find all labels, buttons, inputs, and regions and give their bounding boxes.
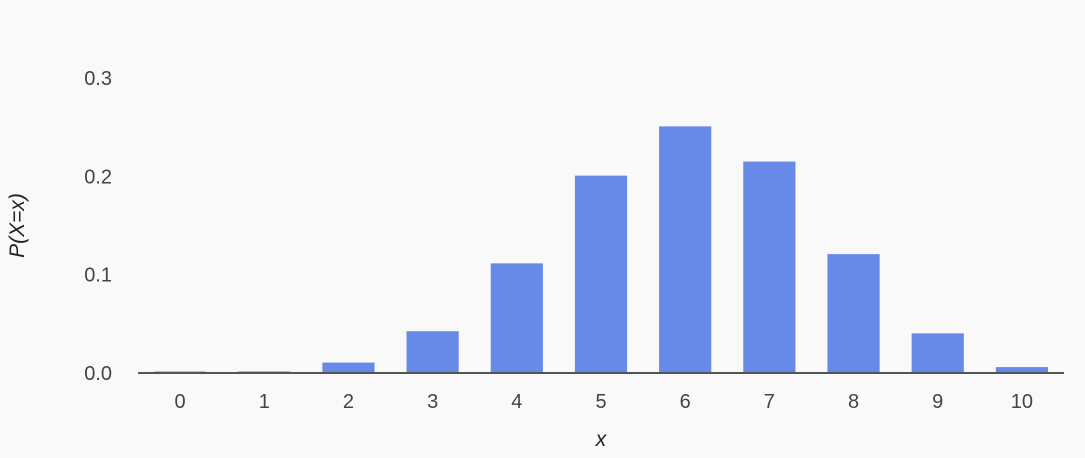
y-tick-label: 0.2: [84, 166, 112, 188]
bar: [912, 333, 964, 373]
x-tick-label: 0: [175, 391, 186, 413]
x-tick-label: 6: [680, 391, 691, 413]
x-tick-label: 1: [259, 391, 270, 413]
bar: [575, 176, 627, 373]
bar: [659, 126, 711, 373]
bar: [827, 254, 879, 373]
y-tick-label: 0.0: [84, 363, 112, 385]
x-axis-title: x: [595, 428, 608, 451]
x-tick-label: 7: [764, 391, 775, 413]
x-tick-label: 5: [595, 391, 606, 413]
x-tick-label: 4: [511, 391, 522, 413]
x-tick-label: 9: [932, 391, 943, 413]
bar: [407, 331, 459, 373]
bar: [322, 363, 374, 373]
y-tick-label: 0.3: [84, 68, 112, 90]
bar: [491, 263, 543, 373]
x-axis-ticks: 0 1 2 3 4 5 6 7 8 9 10: [175, 391, 1034, 413]
bar: [743, 162, 795, 373]
y-axis-ticks: 0.0 0.1 0.2 0.3: [84, 68, 112, 385]
x-tick-label: 2: [343, 391, 354, 413]
y-axis-title: P(X=x): [6, 193, 29, 258]
bars-group: [154, 126, 1048, 373]
x-tick-label: 10: [1011, 391, 1033, 413]
y-tick-label: 0.1: [84, 265, 112, 287]
x-tick-label: 3: [427, 391, 438, 413]
x-tick-label: 8: [848, 391, 859, 413]
